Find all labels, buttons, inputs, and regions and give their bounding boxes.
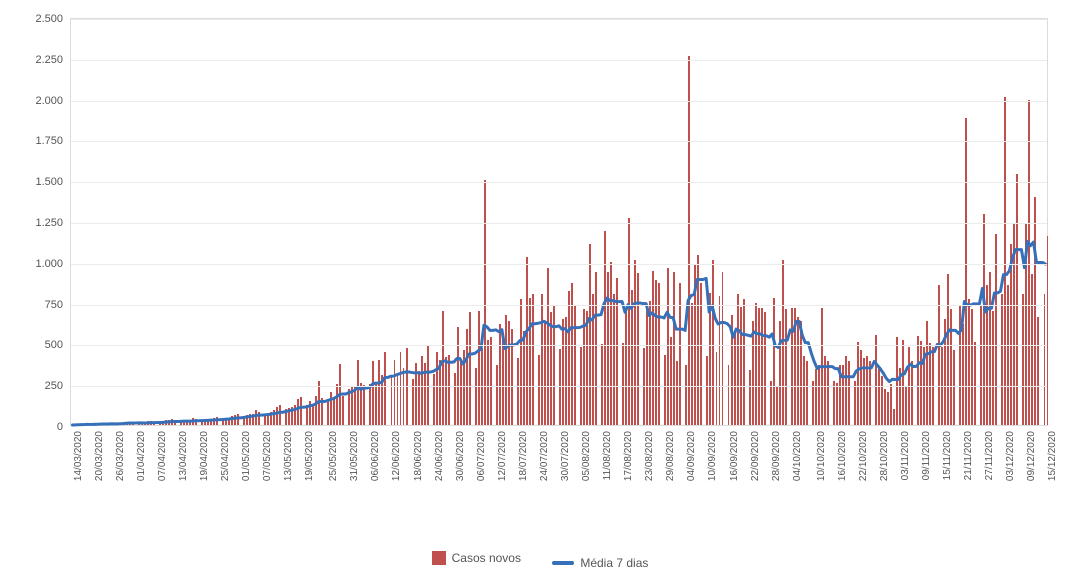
gridline: [71, 305, 1047, 306]
xtick-label: 22/09/2020: [750, 431, 761, 481]
ytick-label: 500: [45, 339, 71, 351]
ytick-label: 2.000: [35, 95, 71, 107]
legend: Casos novos Média 7 dias: [0, 551, 1080, 570]
xtick-label: 28/09/2020: [771, 431, 782, 481]
xtick-label: 30/07/2020: [560, 431, 571, 481]
xtick-label: 28/10/2020: [879, 431, 890, 481]
xtick-label: 19/05/2020: [304, 431, 315, 481]
ytick-label: 0: [57, 421, 71, 433]
xtick-label: 03/12/2020: [1005, 431, 1016, 481]
xtick-label: 06/06/2020: [370, 431, 381, 481]
legend-item-bars: Casos novos: [432, 551, 521, 565]
xtick-label: 27/11/2020: [984, 431, 995, 480]
xtick-label: 05/08/2020: [581, 431, 592, 481]
xtick-label: 25/05/2020: [328, 431, 339, 481]
xtick-label: 01/05/2020: [241, 431, 252, 481]
xtick-label: 06/07/2020: [476, 431, 487, 481]
xtick-label: 09/12/2020: [1026, 431, 1037, 481]
xtick-label: 04/09/2020: [686, 431, 697, 481]
xtick-label: 10/10/2020: [816, 431, 827, 481]
xtick-label: 23/08/2020: [644, 431, 655, 481]
xtick-label: 20/03/2020: [94, 431, 105, 481]
legend-label-bars: Casos novos: [452, 551, 521, 565]
xtick-label: 12/07/2020: [497, 431, 508, 481]
gridline: [71, 223, 1047, 224]
xtick-label: 19/04/2020: [199, 431, 210, 481]
xtick-label: 24/06/2020: [434, 431, 445, 481]
gridline: [71, 19, 1047, 20]
chart-container: 0 250 500 750 1.000 1.250 1.500 1.750 2.000 2.250…: [0, 0, 1080, 578]
xtick-label: 14/03/2020: [73, 431, 84, 481]
ytick-label: 2.250: [35, 54, 71, 66]
xtick-label: 11/08/2020: [602, 431, 613, 480]
xtick-label: 21/11/2020: [963, 431, 974, 480]
xtick-label: 29/08/2020: [665, 431, 676, 481]
xtick-label: 10/09/2020: [707, 431, 718, 481]
xtick-label: 25/04/2020: [220, 431, 231, 481]
xtick-label: 04/10/2020: [792, 431, 803, 481]
xtick-label: 17/08/2020: [623, 431, 634, 481]
moving-average-line: [71, 19, 1047, 425]
gridline: [71, 345, 1047, 346]
gridline: [71, 101, 1047, 102]
ytick-label: 1.250: [35, 217, 71, 229]
xtick-label: 26/03/2020: [115, 431, 126, 481]
xtick-label: 07/04/2020: [157, 431, 168, 481]
ytick-label: 1.500: [35, 176, 71, 188]
xtick-label: 15/12/2020: [1047, 431, 1058, 481]
xtick-label: 24/07/2020: [539, 431, 550, 481]
ytick-label: 250: [45, 380, 71, 392]
legend-item-line: Média 7 dias: [552, 556, 648, 570]
gridline: [71, 141, 1047, 142]
ytick-label: 750: [45, 299, 71, 311]
legend-swatch-bar: [432, 551, 446, 565]
gridline: [71, 386, 1047, 387]
legend-label-line: Média 7 dias: [580, 556, 648, 570]
legend-swatch-line: [552, 561, 574, 565]
ytick-label: 1.000: [35, 258, 71, 270]
xtick-label: 09/11/2020: [921, 431, 932, 480]
xtick-label: 03/11/2020: [900, 431, 911, 480]
xtick-label: 01/04/2020: [136, 431, 147, 481]
xtick-label: 31/05/2020: [349, 431, 360, 481]
xtick-label: 12/06/2020: [391, 431, 402, 481]
xtick-label: 30/06/2020: [455, 431, 466, 481]
xtick-label: 13/05/2020: [283, 431, 294, 481]
xtick-label: 16/10/2020: [837, 431, 848, 481]
ytick-label: 1.750: [35, 135, 71, 147]
xtick-label: 18/07/2020: [518, 431, 529, 481]
plot-area: 02505007501.0001.2501.5001.7502.0002.250…: [70, 18, 1048, 426]
gridline: [71, 264, 1047, 265]
ytick-label: 2.500: [35, 13, 71, 25]
xtick-label: 16/09/2020: [729, 431, 740, 481]
xtick-label: 18/06/2020: [413, 431, 424, 481]
xtick-label: 15/11/2020: [942, 431, 953, 480]
xtick-label: 13/04/2020: [178, 431, 189, 481]
xtick-label: 07/05/2020: [262, 431, 273, 481]
xtick-label: 22/10/2020: [858, 431, 869, 481]
gridline: [71, 60, 1047, 61]
gridline: [71, 182, 1047, 183]
